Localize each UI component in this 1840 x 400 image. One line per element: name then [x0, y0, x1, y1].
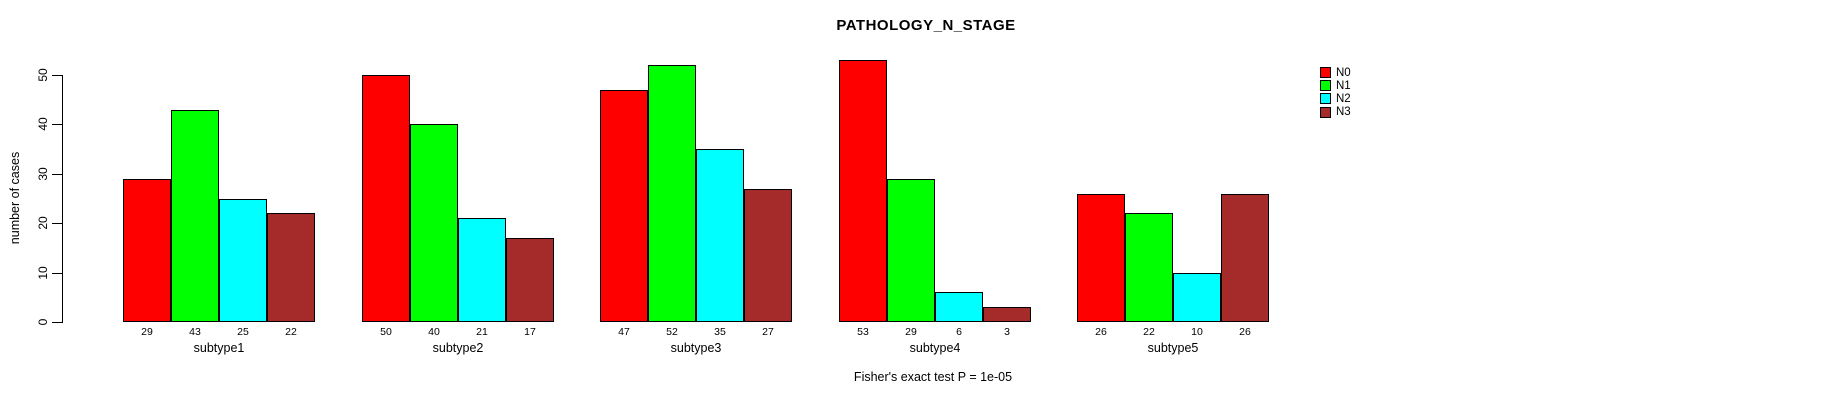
- bar: [410, 124, 458, 322]
- legend-label: N2: [1336, 92, 1351, 105]
- legend-swatch: [1320, 106, 1331, 118]
- bar: [219, 198, 267, 322]
- bar-value-label: 47: [618, 326, 630, 338]
- bar: [362, 75, 410, 322]
- bar-value-label: 29: [141, 326, 153, 338]
- y-axis-label: number of cases: [8, 151, 22, 245]
- y-tick-mark: [52, 124, 62, 126]
- x-category-label: subtype4: [909, 341, 961, 355]
- bar-value-label: 26: [1095, 326, 1107, 338]
- x-category-label: subtype3: [670, 341, 722, 355]
- bar: [744, 188, 792, 322]
- legend-item: N2: [1320, 92, 1351, 105]
- bar-value-label: 27: [762, 326, 774, 338]
- bar: [1173, 272, 1221, 322]
- bar: [458, 218, 506, 322]
- bar-value-label: 25: [237, 326, 249, 338]
- bar-value-label: 6: [956, 326, 962, 338]
- bar-value-label: 29: [905, 326, 917, 338]
- y-tick-mark: [52, 322, 62, 323]
- y-tick-label: 20: [36, 216, 50, 230]
- legend-swatch: [1320, 80, 1331, 92]
- legend-item: N0: [1320, 66, 1351, 79]
- bar-value-label: 40: [428, 326, 440, 338]
- legend-label: N0: [1336, 66, 1351, 79]
- annotation-footer: Fisher's exact test P = 1e-05: [853, 370, 1013, 384]
- bar-value-label: 22: [1143, 326, 1155, 338]
- bar: [983, 307, 1031, 322]
- x-category-label: subtype2: [432, 341, 484, 355]
- bar-value-label: 21: [476, 326, 488, 338]
- bar-value-label: 43: [189, 326, 201, 338]
- bar-value-label: 17: [524, 326, 536, 338]
- y-tick-label: 30: [36, 167, 50, 181]
- bar-value-label: 35: [714, 326, 726, 338]
- bar: [648, 65, 696, 322]
- x-category-label: subtype5: [1147, 341, 1199, 355]
- legend: N0 N1 N2 N3: [1320, 66, 1351, 119]
- y-tick-label: 0: [36, 318, 50, 326]
- bar: [887, 178, 935, 322]
- y-tick-label: 40: [36, 117, 50, 132]
- bar: [1125, 213, 1173, 322]
- legend-swatch: [1320, 93, 1331, 105]
- bar-value-label: 22: [285, 326, 297, 338]
- bar: [1221, 193, 1269, 322]
- bar: [123, 178, 171, 322]
- bar: [506, 238, 554, 322]
- bar-value-label: 3: [1004, 326, 1010, 338]
- bar-value-label: 52: [666, 326, 678, 338]
- legend-label: N3: [1336, 106, 1351, 119]
- bar: [696, 149, 744, 322]
- bar: [267, 213, 315, 322]
- legend-item: N1: [1320, 79, 1351, 92]
- bar: [839, 60, 887, 322]
- y-tick-mark: [52, 272, 62, 274]
- bar: [171, 109, 219, 322]
- y-tick-label: 50: [36, 68, 50, 82]
- bar-value-label: 53: [857, 326, 869, 338]
- legend-label: N1: [1336, 79, 1351, 92]
- bar: [935, 292, 983, 322]
- bar-value-label: 50: [380, 326, 392, 338]
- legend-item: N3: [1320, 106, 1351, 119]
- y-tick-mark: [52, 223, 62, 225]
- bar-value-label: 10: [1191, 326, 1203, 338]
- bar: [600, 89, 648, 322]
- y-tick-label: 10: [36, 265, 50, 280]
- x-category-label: subtype1: [193, 341, 245, 355]
- chart-title: PATHOLOGY_N_STAGE: [836, 17, 1016, 34]
- y-tick-mark: [52, 75, 62, 76]
- bar: [1077, 193, 1125, 322]
- legend-swatch: [1320, 67, 1331, 79]
- bar-value-label: 26: [1239, 326, 1251, 338]
- y-tick-mark: [52, 173, 62, 175]
- y-axis: [62, 75, 63, 323]
